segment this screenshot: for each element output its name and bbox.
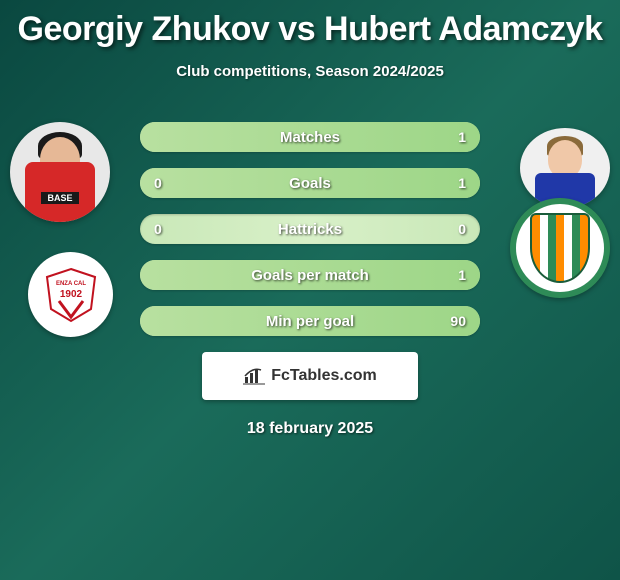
competition-subtitle: Club competitions, Season 2024/2025 [0,63,620,80]
stat-row-goals-per-match: Goals per match 1 [140,260,480,290]
stat-row-hattricks: 0 Hattricks 0 [140,214,480,244]
stat-row-matches: Matches 1 [140,122,480,152]
vicenza-shield-icon: ENZA CAL 1902 [41,265,101,325]
stat-row-min-per-goal: Min per goal 90 [140,306,480,336]
stat-right-value: 1 [458,129,466,145]
stat-row-goals: 0 Goals 1 [140,168,480,198]
stat-right-value: 1 [458,175,466,191]
stat-label: Min per goal [266,313,354,330]
stat-left-value: 0 [154,175,162,191]
stat-label: Goals per match [251,267,369,284]
club-right-badge [510,198,610,298]
club-left-badge: ENZA CAL 1902 [28,252,113,337]
stat-left-value: 0 [154,221,162,237]
stat-right-value: 0 [458,221,466,237]
snapshot-date: 18 february 2025 [0,420,620,438]
stat-label: Goals [289,175,331,192]
watermark: FcTables.com [202,352,418,400]
stat-label: Matches [280,129,340,146]
page-title: Georgiy Zhukov vs Hubert Adamczyk [0,0,620,49]
club-year: 1902 [59,289,82,300]
stat-right-value: 90 [450,313,466,329]
zaglebie-shield-icon [530,213,590,283]
watermark-text: FcTables.com [271,367,377,385]
stat-label: Hattricks [278,221,342,238]
stat-bars: Matches 1 0 Goals 1 0 Hattricks 0 Goals … [140,110,480,336]
player-left-avatar: BASE [10,122,110,222]
svg-text:ENZA CAL: ENZA CAL [55,281,85,287]
stat-right-value: 1 [458,267,466,283]
player-right-avatar [520,128,610,208]
comparison-content: BASE ENZA CAL 1902 Matches 1 0 Goals 1 [0,110,620,438]
bar-chart-icon [243,367,265,385]
jersey-sponsor: BASE [41,192,78,204]
